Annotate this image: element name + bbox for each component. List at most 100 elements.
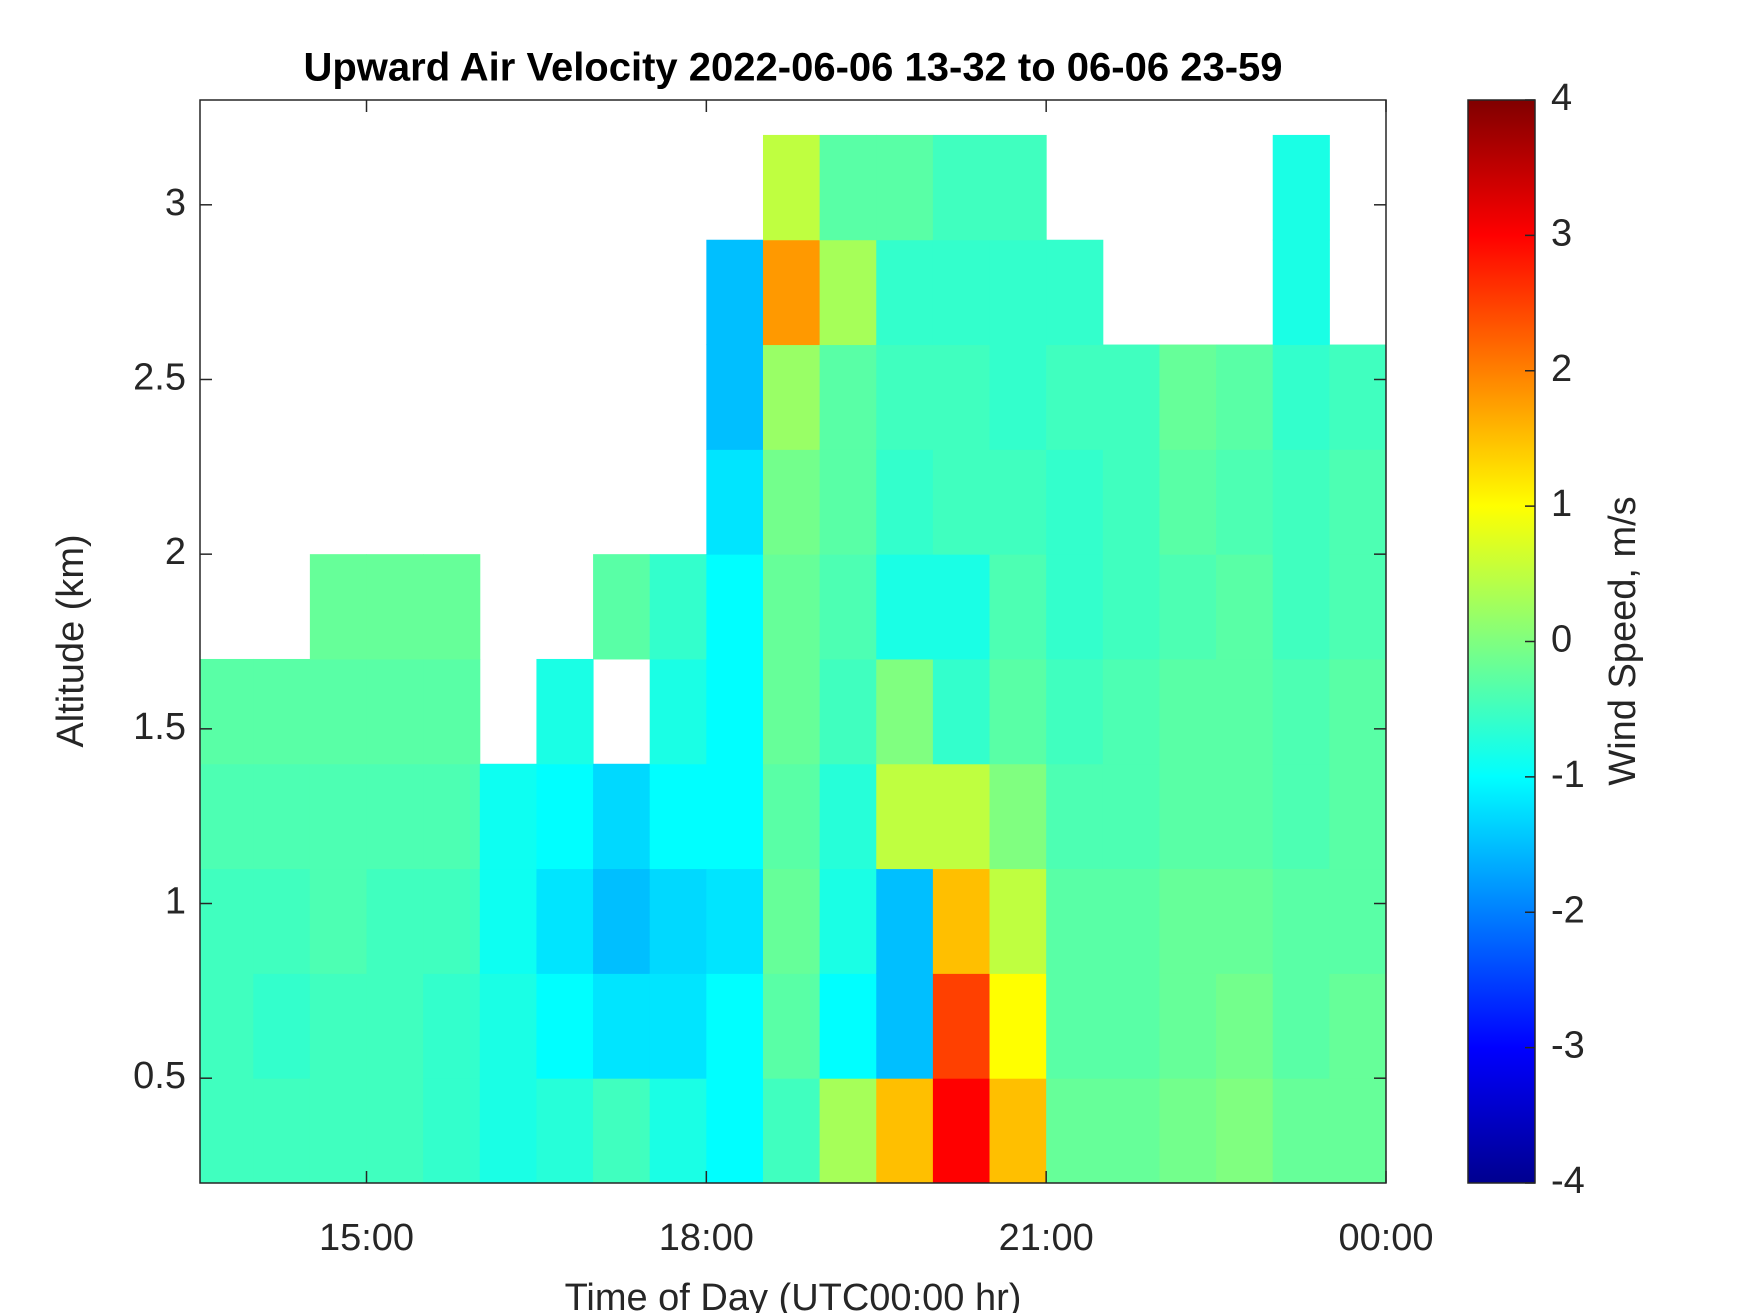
heatmap-cell bbox=[1159, 449, 1217, 555]
heatmap-cell bbox=[1272, 344, 1330, 450]
heatmap-cell bbox=[253, 658, 311, 765]
colorbar-tick-label: -3 bbox=[1551, 1025, 1585, 1067]
heatmap-cell bbox=[819, 1078, 877, 1183]
heatmap-cell bbox=[1046, 1078, 1104, 1183]
heatmap-cell bbox=[762, 554, 821, 660]
heatmap-cell bbox=[932, 239, 991, 346]
heatmap-cell bbox=[706, 868, 764, 974]
heatmap-cell bbox=[876, 449, 934, 555]
y-tick-label: 2 bbox=[165, 531, 186, 573]
heatmap-cell bbox=[1329, 868, 1386, 974]
heatmap-cell bbox=[536, 868, 594, 974]
x-tick-label: 18:00 bbox=[659, 1217, 754, 1259]
heatmap-cell bbox=[932, 973, 991, 1079]
heatmap-cell bbox=[366, 763, 424, 870]
heatmap-cell bbox=[706, 973, 764, 1079]
x-tick-label: 21:00 bbox=[999, 1217, 1094, 1259]
heatmap-cell bbox=[1046, 344, 1104, 450]
heatmap-cell bbox=[1046, 658, 1104, 765]
colorbar-tick-label: 3 bbox=[1551, 212, 1572, 254]
heatmap-cell bbox=[309, 763, 368, 870]
heatmap-cell bbox=[200, 868, 254, 974]
heatmap-cell bbox=[1216, 658, 1274, 765]
colorbar bbox=[1467, 99, 1536, 1184]
heatmap-cell bbox=[819, 239, 877, 346]
heatmap-cell bbox=[309, 658, 368, 765]
heatmap-cell bbox=[1272, 554, 1330, 660]
heatmap-cell bbox=[1046, 449, 1104, 555]
heatmap-cell bbox=[989, 763, 1047, 870]
heatmap-cell bbox=[706, 449, 764, 555]
heatmap-cell bbox=[200, 973, 254, 1079]
heatmap-cell bbox=[200, 1078, 254, 1183]
y-tick-label: 1 bbox=[165, 881, 186, 923]
heatmap-cell bbox=[706, 239, 764, 346]
heatmap-cell bbox=[932, 763, 991, 870]
heatmap-cell bbox=[762, 239, 821, 346]
y-tick-label: 1.5 bbox=[133, 706, 186, 748]
colorbar-tick-label: 1 bbox=[1551, 483, 1572, 525]
y-axis-label: Altitude (km) bbox=[50, 534, 92, 747]
heatmap-cell bbox=[1272, 239, 1330, 346]
x-tick-label: 15:00 bbox=[319, 1217, 414, 1259]
heatmap-cell bbox=[649, 554, 707, 660]
heatmap-cell bbox=[762, 658, 821, 765]
heatmap-cell bbox=[819, 763, 877, 870]
heatmap-cell bbox=[649, 658, 707, 765]
heatmap-cell bbox=[989, 1078, 1047, 1183]
heatmap-cell bbox=[593, 1078, 651, 1183]
heatmap-cell bbox=[536, 658, 594, 765]
heatmap-cell bbox=[876, 973, 934, 1079]
heatmap-cell bbox=[819, 973, 877, 1079]
heatmap-cell bbox=[366, 658, 424, 765]
y-tick-label: 0.5 bbox=[133, 1055, 186, 1097]
heatmap-cell bbox=[1046, 973, 1104, 1079]
heatmap-cell bbox=[1329, 763, 1386, 870]
heatmap-cell bbox=[253, 1078, 311, 1183]
heatmap-cell bbox=[706, 344, 764, 450]
heatmap-cell bbox=[593, 763, 651, 870]
heatmap-cell bbox=[649, 868, 707, 974]
heatmap-cell bbox=[1102, 1078, 1160, 1183]
heatmap-cell bbox=[876, 239, 934, 346]
heatmap-cell bbox=[423, 554, 481, 660]
heatmap-cell bbox=[593, 554, 651, 660]
heatmap-cell bbox=[253, 868, 311, 974]
heatmap-cell bbox=[1329, 1078, 1386, 1183]
heatmap-cell bbox=[309, 554, 368, 660]
heatmap-cell bbox=[876, 868, 934, 974]
heatmap-cell bbox=[762, 449, 821, 555]
heatmap-cell bbox=[1046, 868, 1104, 974]
heatmap-cell bbox=[1272, 134, 1330, 241]
heatmap-cell bbox=[932, 449, 991, 555]
heatmap-cell bbox=[989, 868, 1047, 974]
heatmap-cell bbox=[1159, 763, 1217, 870]
heatmap-cell bbox=[479, 1078, 537, 1183]
heatmap-cell bbox=[762, 973, 821, 1079]
heatmap-cell bbox=[1272, 658, 1330, 765]
heatmap-cell bbox=[1272, 868, 1330, 974]
heatmap-cell bbox=[1159, 344, 1217, 450]
heatmap-cell bbox=[649, 1078, 707, 1183]
heatmap-cell bbox=[423, 973, 481, 1079]
heatmap-cell bbox=[932, 134, 991, 241]
heatmap-cell bbox=[932, 554, 991, 660]
heatmap-cell bbox=[989, 134, 1047, 241]
heatmap-cell bbox=[1329, 973, 1386, 1079]
heatmap-cell bbox=[366, 868, 424, 974]
heatmap-cell bbox=[309, 1078, 368, 1183]
heatmap-cell bbox=[1329, 554, 1386, 660]
heatmap-cell bbox=[762, 344, 821, 450]
heatmap-cell bbox=[649, 973, 707, 1079]
heatmap-cell bbox=[706, 658, 764, 765]
heatmap-cell bbox=[423, 868, 481, 974]
heatmap-cell bbox=[366, 1078, 424, 1183]
x-tick-label: 00:00 bbox=[1338, 1217, 1433, 1259]
heatmap-cell bbox=[536, 763, 594, 870]
heatmap-cell bbox=[876, 658, 934, 765]
heatmap-cell bbox=[1102, 344, 1160, 450]
heatmap-cell bbox=[932, 344, 991, 450]
heatmap-cell bbox=[423, 763, 481, 870]
